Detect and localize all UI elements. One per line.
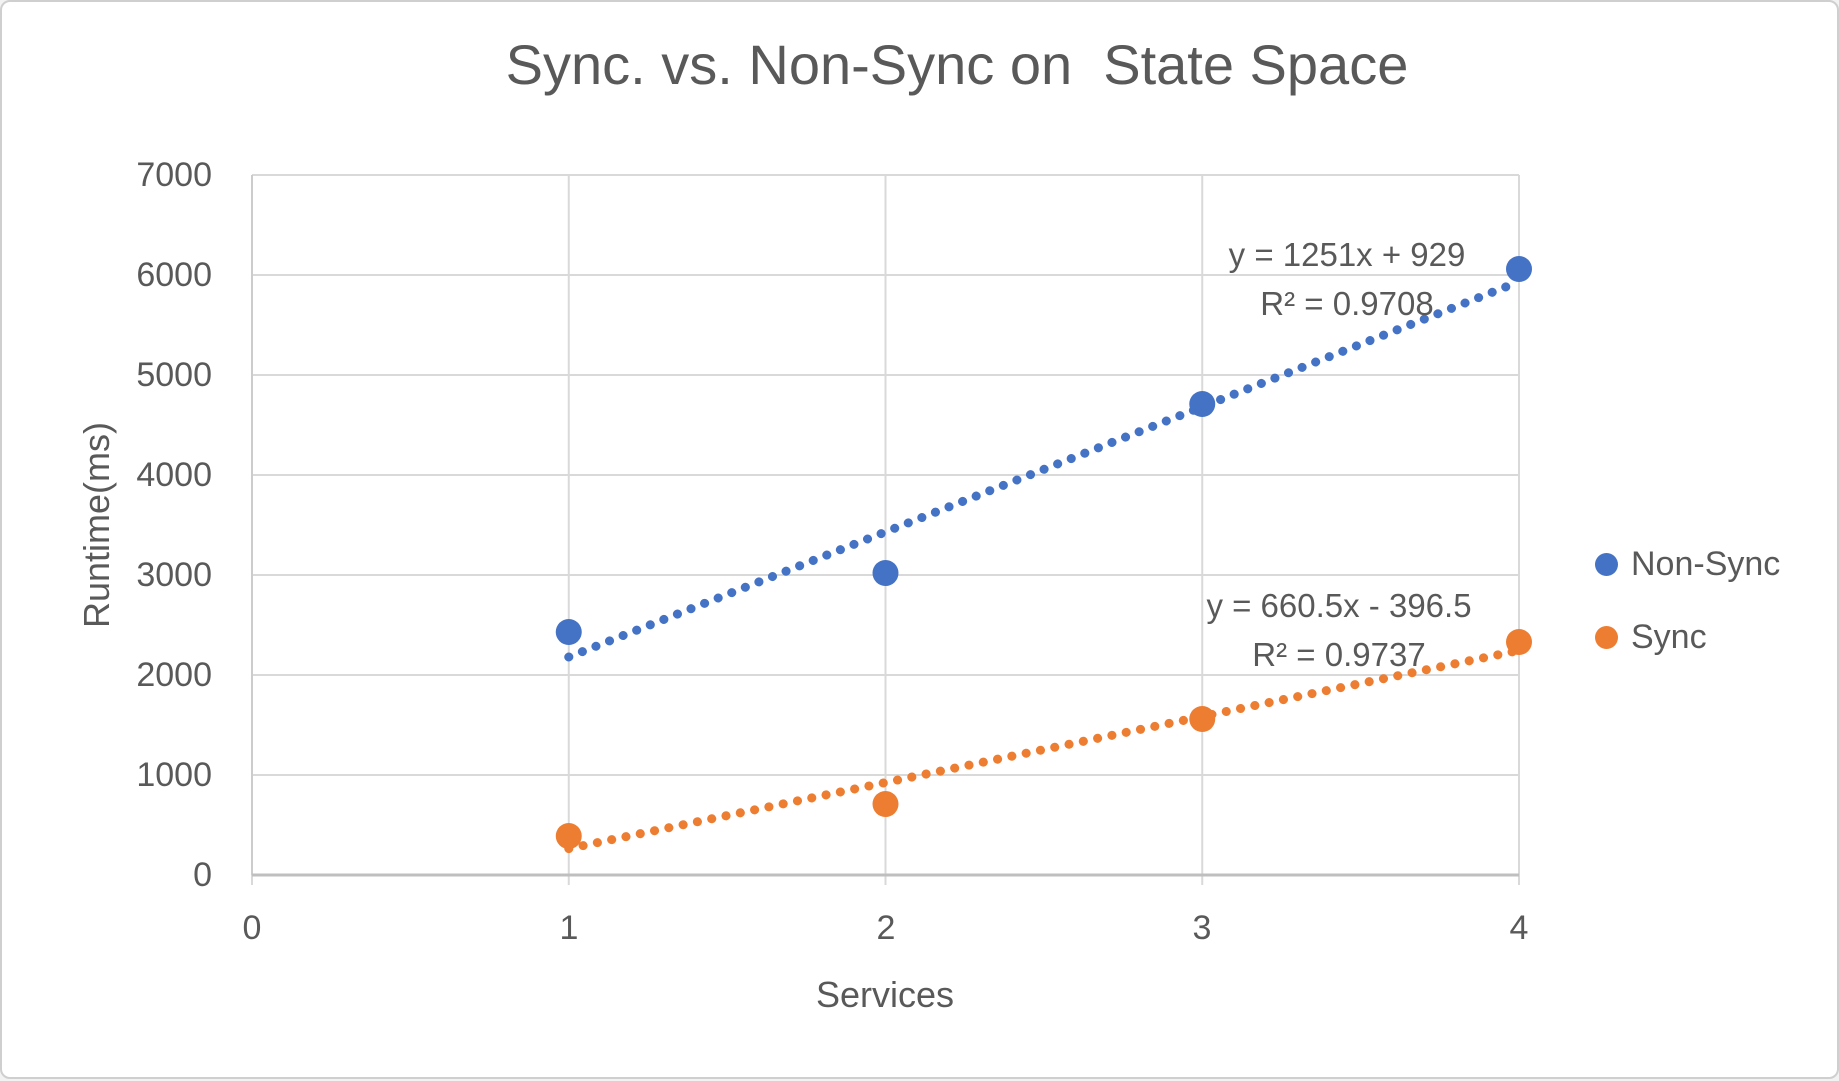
x-tick-label: 3 (1192, 909, 1212, 947)
equation-text: y = 1251x + 929 (1228, 236, 1466, 273)
non-sync-trendline (564, 277, 1524, 662)
x-tick-label: 1 (559, 909, 579, 947)
non-sync-data-point (555, 619, 582, 645)
y-tick-label: 1000 (136, 756, 212, 794)
y-tick-label: 6000 (136, 256, 212, 294)
legend-label: Sync (1631, 617, 1707, 656)
sync-data-point (1189, 706, 1216, 732)
sync-data-point (872, 791, 899, 817)
y-tick-label: 0 (193, 856, 212, 894)
y-tick-label: 2000 (136, 656, 212, 694)
sync-trendline (564, 645, 1524, 854)
sync-legend-marker-icon (1595, 625, 1618, 649)
y-axis-title: Runtime(ms) (76, 421, 117, 629)
legend-item-sync: Sync (1595, 615, 1707, 659)
non-sync-data-point (1189, 391, 1216, 417)
sync-trendline-equation: y = 660.5x - 396.5 R² = 0.9737 (1206, 581, 1471, 679)
x-tick-label: 0 (242, 909, 262, 947)
chart-title: Sync. vs. Non-Sync on State Space (505, 33, 1409, 96)
x-axis-title: Services (815, 974, 955, 1015)
y-tick-label: 5000 (136, 356, 212, 394)
non-sync-data-point (872, 560, 899, 586)
y-tick-label: 4000 (136, 456, 212, 494)
equation-text: y = 660.5x - 396.5 (1206, 587, 1472, 624)
y-tick-label: 7000 (136, 156, 212, 194)
sync-data-point (555, 823, 582, 849)
y-tick-label: 3000 (136, 556, 212, 594)
r-squared-text: R² = 0.9737 (1252, 636, 1426, 673)
non-sync-data-point (1506, 256, 1532, 282)
r-squared-text: R² = 0.9708 (1260, 285, 1434, 322)
non-sync-legend-marker-icon (1595, 552, 1618, 576)
x-tick-label: 2 (876, 909, 896, 947)
x-tick-label: 4 (1509, 909, 1529, 947)
nonsync-trendline-equation: y = 1251x + 929 R² = 0.9708 (1229, 230, 1466, 328)
legend-item-non-sync: Non-Sync (1595, 542, 1780, 586)
sync-data-point (1506, 629, 1532, 655)
legend-label: Non-Sync (1631, 544, 1781, 583)
